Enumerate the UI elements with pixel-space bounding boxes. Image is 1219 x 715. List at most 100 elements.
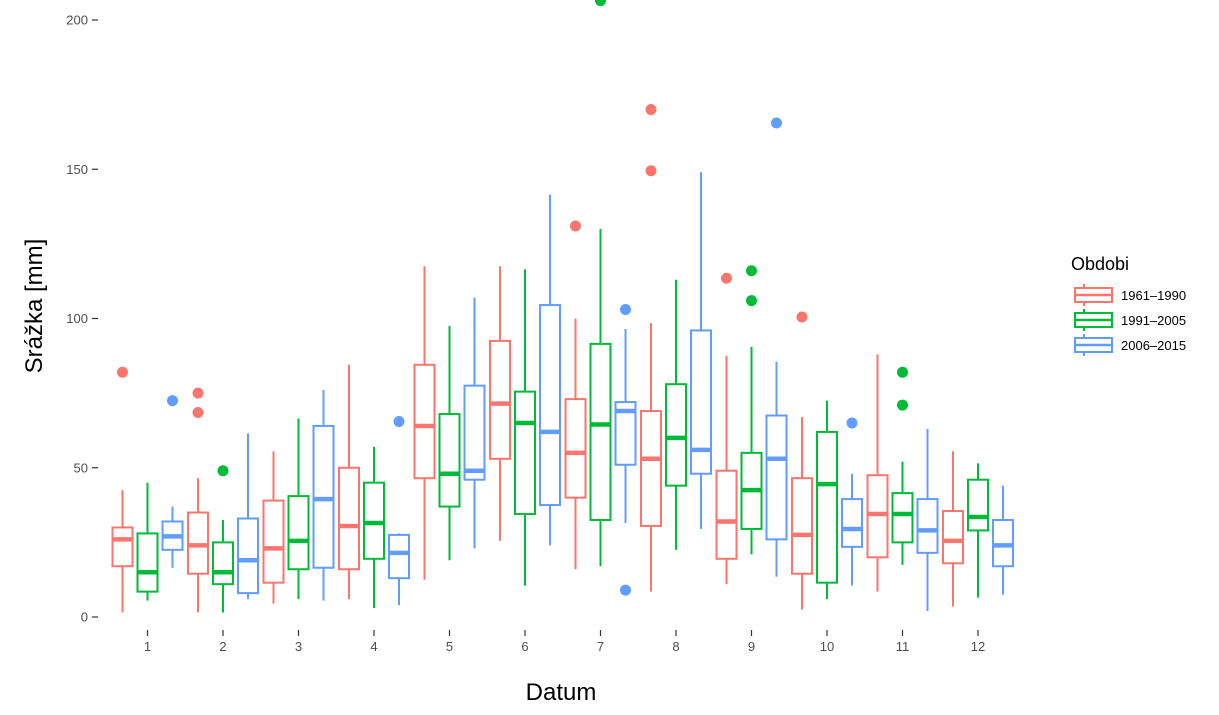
box-body <box>816 430 838 584</box>
series-group <box>161 117 1014 612</box>
outlier-point <box>620 304 631 316</box>
legend-label: 1991–2005 <box>1121 313 1186 328</box>
outlier-point <box>897 366 908 378</box>
x-tick-label: 3 <box>295 639 302 654</box>
box-body <box>841 498 863 548</box>
box <box>791 311 813 610</box>
box-body <box>212 541 234 586</box>
outlier-point <box>721 272 732 284</box>
box <box>161 395 184 568</box>
box <box>237 433 259 600</box>
outlier-point <box>620 584 631 596</box>
box <box>992 485 1014 595</box>
box-body <box>388 533 410 580</box>
legend-item: 2006–2015 <box>1074 334 1186 356</box>
box-body <box>891 492 914 544</box>
y-axis: 0 50 100 150 200 <box>66 13 98 625</box>
box <box>816 400 838 600</box>
box <box>690 172 712 529</box>
x-tick-label: 5 <box>446 639 453 654</box>
x-tick-label: 12 <box>971 639 985 654</box>
outlier-point <box>771 117 782 129</box>
outlier-point <box>117 366 128 378</box>
box-body <box>589 342 612 521</box>
y-tick-label: 0 <box>81 610 88 625</box>
box-body <box>539 304 561 507</box>
box-body <box>640 410 662 527</box>
box <box>640 104 662 592</box>
outlier-point <box>217 465 229 477</box>
box-body <box>765 414 788 541</box>
y-tick-label: 150 <box>66 162 88 177</box>
box-body <box>715 469 738 560</box>
x-tick-label: 6 <box>521 639 528 654</box>
box <box>514 269 536 586</box>
legend-item: 1961–1990 <box>1074 284 1186 306</box>
box <box>765 117 788 577</box>
x-tick-label: 7 <box>597 639 604 654</box>
y-tick-label: 50 <box>74 460 88 475</box>
box-body <box>942 510 964 565</box>
box <box>136 482 159 601</box>
box <box>212 465 234 613</box>
box-body <box>690 329 712 475</box>
box <box>866 354 889 592</box>
box <box>187 387 209 613</box>
y-tick-label: 100 <box>66 311 88 326</box>
box-body <box>413 363 436 480</box>
box-body <box>463 384 486 481</box>
legend-label: 2006–2015 <box>1121 338 1186 353</box>
box-body <box>438 413 461 508</box>
box <box>388 415 410 606</box>
box-body <box>614 401 637 466</box>
x-tick-label: 4 <box>370 639 377 654</box>
legend-items: 1961–1990 1991–2005 2006–2015 <box>1074 284 1186 356</box>
x-tick-label: 2 <box>219 639 226 654</box>
box <box>463 297 486 549</box>
box-body <box>136 532 159 593</box>
outlier-point <box>167 395 178 407</box>
outlier-point <box>746 265 757 277</box>
box-body <box>514 390 536 516</box>
box <box>841 417 863 586</box>
outlier-point <box>192 407 204 419</box>
box <box>262 451 285 604</box>
outlier-point <box>393 415 405 427</box>
box-body <box>665 383 687 487</box>
plot-area <box>111 0 1014 613</box>
outlier-point <box>645 104 657 116</box>
legend: Obdobi 1961–1990 1991–2005 2006–2015 <box>1071 254 1186 356</box>
box-body <box>338 466 360 571</box>
x-axis-title: Datum <box>526 679 597 706</box>
box <box>438 325 461 561</box>
box <box>287 418 310 600</box>
box <box>891 366 914 565</box>
outlier-point <box>645 165 657 177</box>
box <box>338 364 360 600</box>
box-body <box>237 517 259 595</box>
x-axis: 1 2 3 4 5 6 7 8 9 10 11 12 <box>144 630 985 654</box>
box <box>715 272 738 585</box>
box <box>413 266 436 580</box>
x-tick-label: 9 <box>748 639 755 654</box>
box <box>539 194 561 546</box>
x-tick-label: 8 <box>672 639 679 654</box>
box-body <box>111 526 134 568</box>
box <box>564 220 587 570</box>
box <box>489 266 511 541</box>
box <box>312 390 335 601</box>
outlier-point <box>897 399 908 411</box>
box-body <box>262 499 285 584</box>
box-body <box>791 477 813 575</box>
outlier-point <box>746 295 757 307</box>
box <box>942 451 964 607</box>
x-tick-label: 10 <box>820 639 834 654</box>
box-body <box>564 398 587 499</box>
box <box>363 446 385 609</box>
legend-label: 1961–1990 <box>1121 288 1186 303</box>
box-body <box>489 339 511 460</box>
box <box>916 428 939 612</box>
box <box>665 279 687 550</box>
